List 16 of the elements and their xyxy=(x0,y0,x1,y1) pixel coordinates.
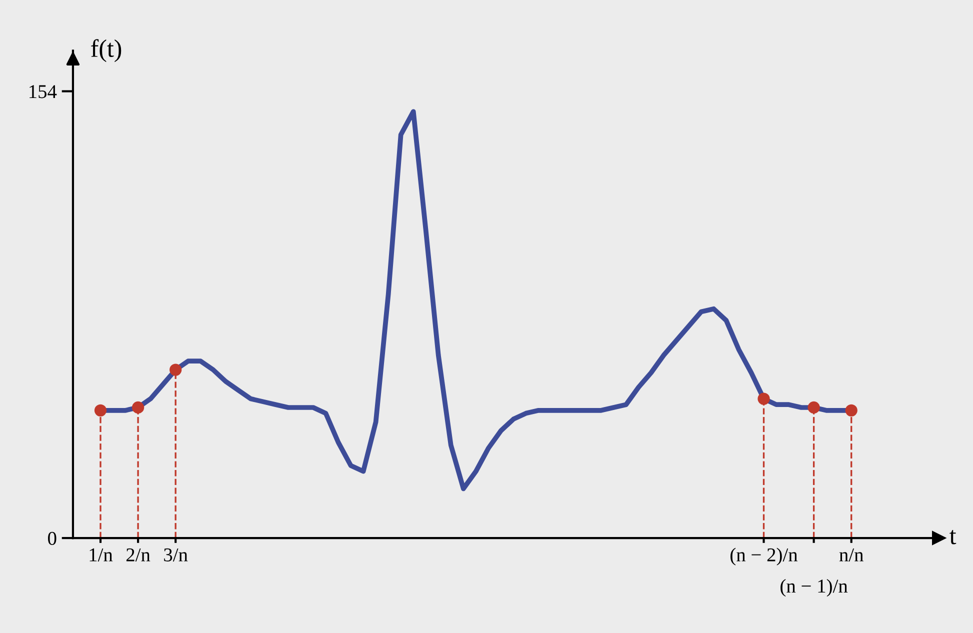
point xyxy=(845,404,858,416)
point xyxy=(758,392,770,405)
y-tick-label: 154 xyxy=(30,85,57,98)
x-axis-title: t xyxy=(950,530,956,544)
point xyxy=(94,404,107,416)
x-tick-label: (n − 2)/n xyxy=(730,548,798,566)
x-tick-label: 2/n xyxy=(126,548,150,562)
x-tick-label: 3/n xyxy=(164,548,188,562)
y-axis-title: f(t) xyxy=(91,39,122,62)
point xyxy=(170,364,182,376)
x-tick-label: n/n xyxy=(839,548,864,562)
y-tick-label: 0 xyxy=(48,532,56,545)
x-tick-label: (n − 1)/n xyxy=(780,579,848,597)
point xyxy=(808,401,820,414)
point xyxy=(132,401,144,414)
x-tick-label: 1/n xyxy=(90,548,113,562)
